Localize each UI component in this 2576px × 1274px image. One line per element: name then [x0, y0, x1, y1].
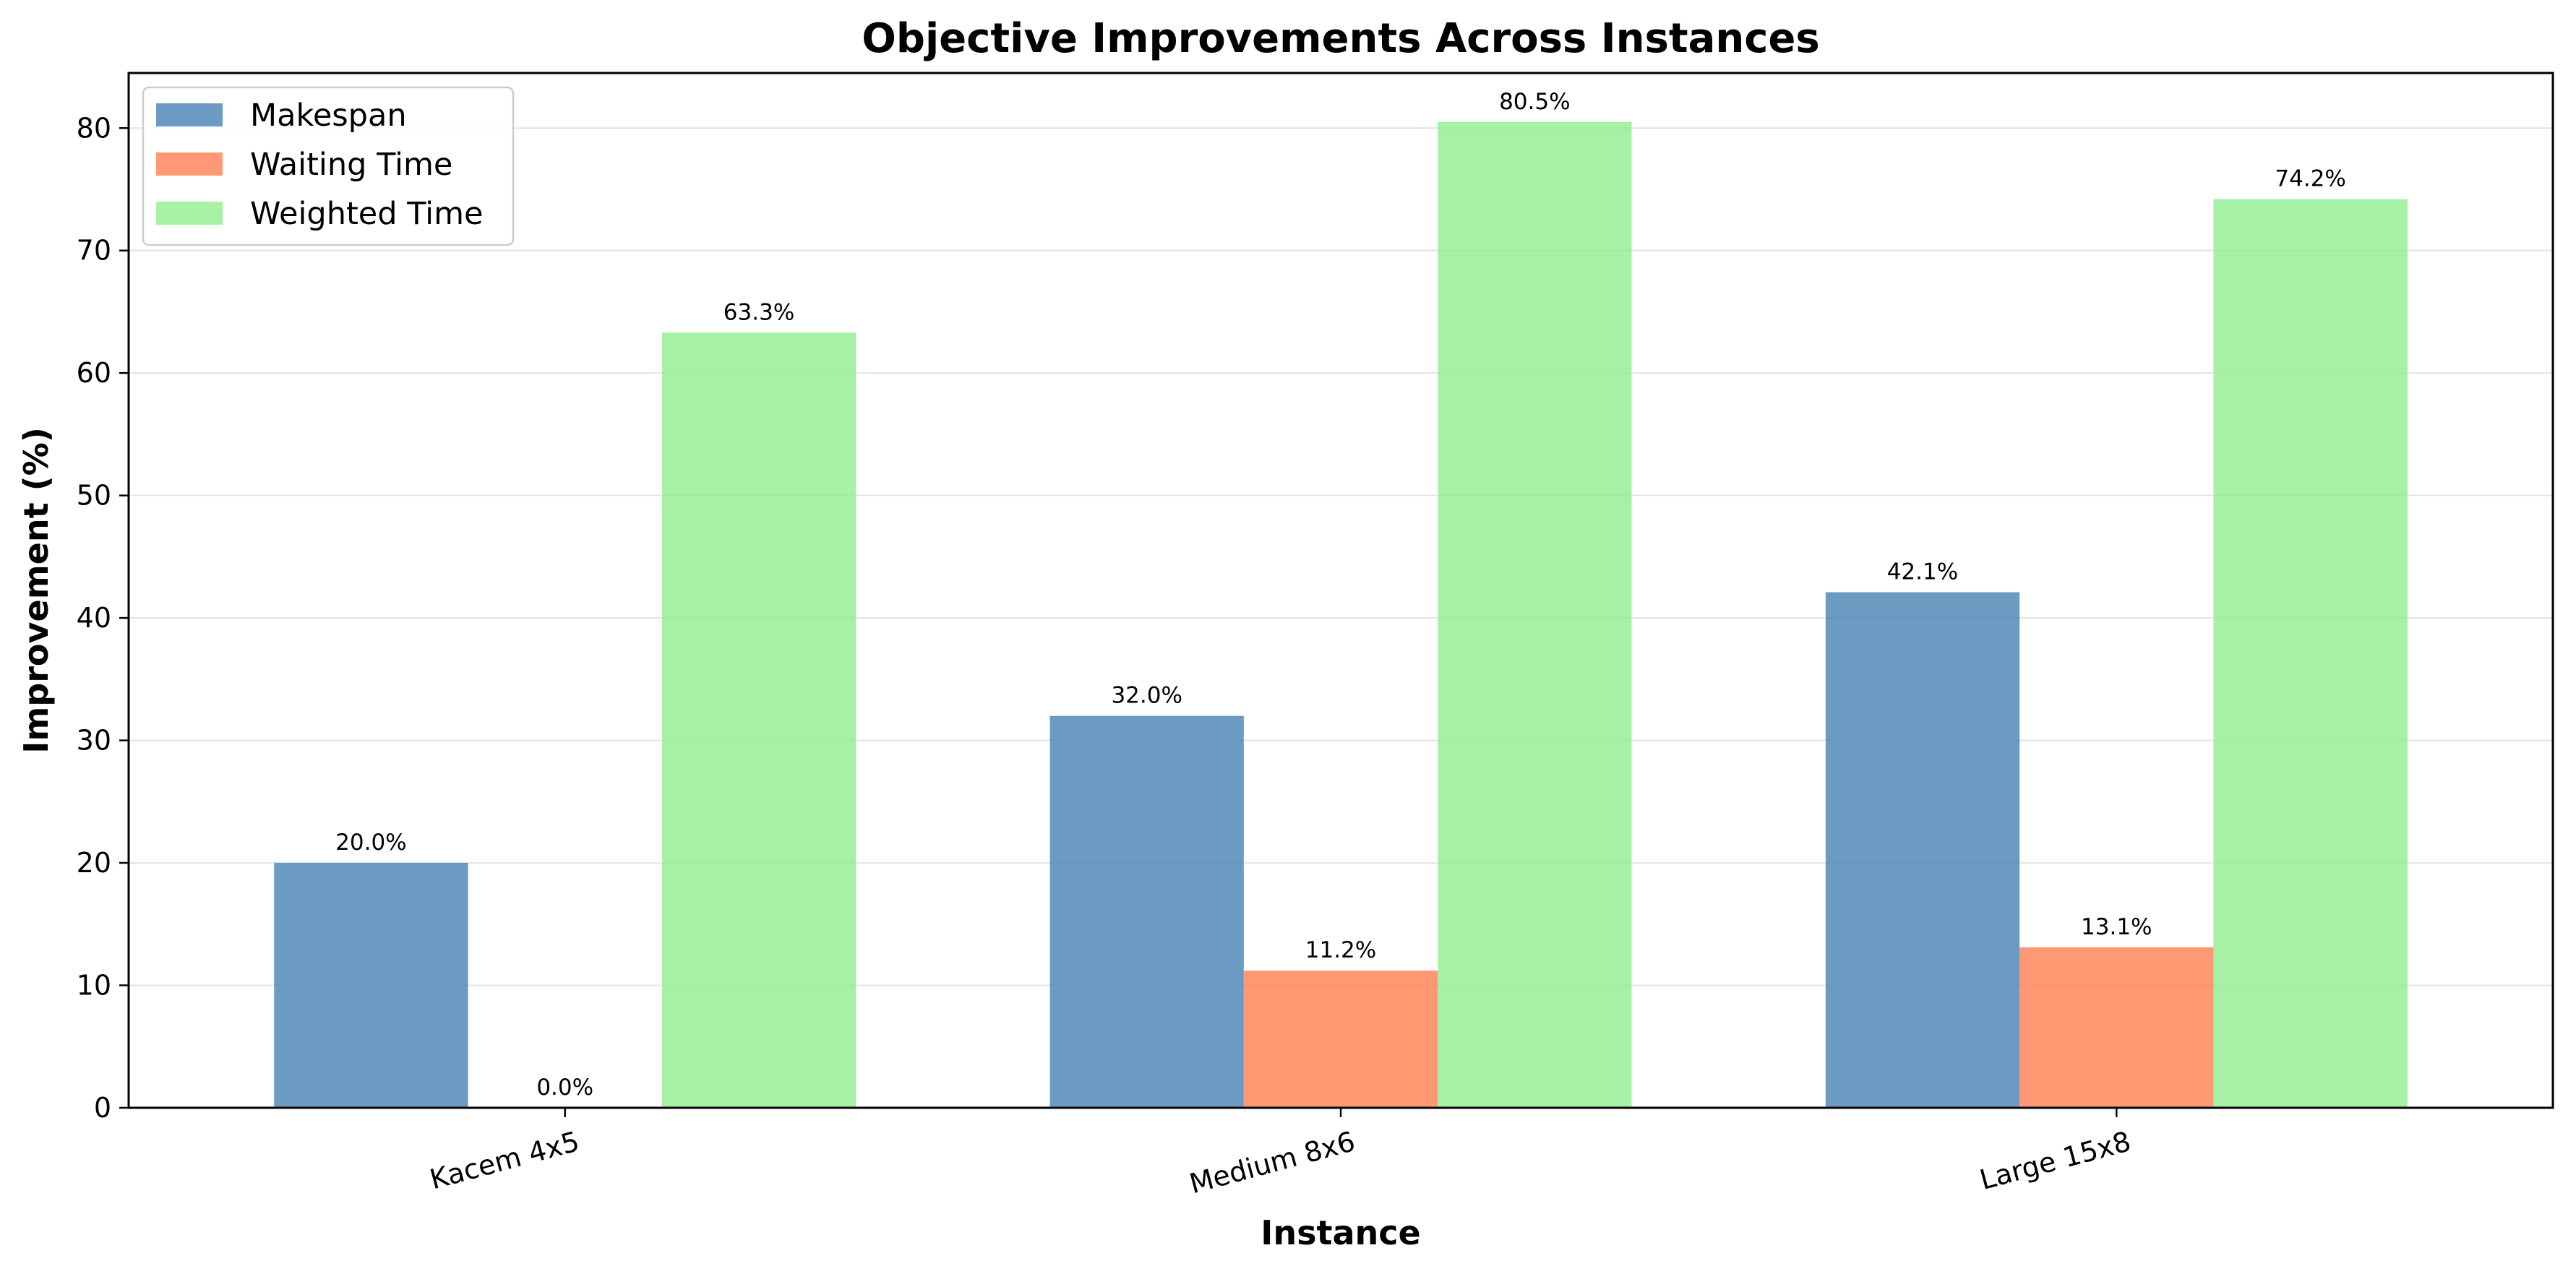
legend-swatch-waiting-time — [156, 152, 223, 176]
bar-weighted-time — [1438, 121, 1632, 1108]
bar-makespan — [274, 863, 468, 1108]
data-label-weighted-time: 80.5% — [1499, 89, 1570, 115]
y-tick-label: 50 — [77, 480, 111, 512]
bars — [274, 121, 2408, 1108]
y-axis-label: Improvement (%) — [17, 427, 56, 753]
y-tick-label: 30 — [77, 725, 111, 757]
y-tick-label: 60 — [77, 357, 111, 389]
grid-lines — [129, 127, 2553, 986]
data-label-weighted-time: 63.3% — [724, 299, 794, 325]
data-label-waiting-time: 11.2% — [1305, 937, 1376, 963]
data-label-waiting-time: 13.1% — [2081, 914, 2152, 940]
x-axis-label: Instance — [1261, 1213, 1421, 1252]
bar-makespan — [1825, 592, 2020, 1108]
y-axis-ticks: 0 10 20 30 40 50 60 70 80 — [77, 112, 129, 1124]
legend: Makespan Waiting Time Weighted Time — [142, 86, 515, 246]
legend-label-weighted-time: Weighted Time — [250, 196, 483, 232]
legend-swatch-weighted-time — [156, 202, 223, 225]
legend-label-waiting-time: Waiting Time — [250, 147, 452, 183]
y-tick-label: 0 — [94, 1092, 111, 1124]
bar-weighted-time — [2213, 199, 2408, 1108]
y-tick-label: 20 — [77, 847, 111, 879]
legend-frame — [142, 86, 515, 246]
legend-label-makespan: Makespan — [250, 98, 407, 134]
x-tick-label: Medium 8x6 — [1186, 1125, 1358, 1200]
bar-weighted-time — [661, 332, 856, 1108]
data-label-waiting-time: 0.0% — [536, 1075, 593, 1101]
data-label-makespan: 20.0% — [335, 830, 406, 856]
x-axis-ticks: Kacem 4x5 Medium 8x6 Large 15x8 — [426, 1108, 2134, 1200]
bar-waiting-time — [1243, 970, 1438, 1108]
data-label-weighted-time: 74.2% — [2275, 166, 2345, 192]
y-tick-label: 40 — [77, 602, 111, 634]
y-tick-label: 80 — [77, 112, 111, 144]
data-label-makespan: 42.1% — [1887, 559, 1958, 585]
y-tick-label: 70 — [77, 235, 111, 267]
y-tick-label: 10 — [77, 970, 111, 1002]
data-labels: 20.0% 32.0% 42.1% 0.0% 11.2% 13.1% 63.3% 80.5% 7… — [335, 89, 2346, 1101]
x-tick-label: Kacem 4x5 — [426, 1125, 583, 1195]
bar-waiting-time — [2019, 947, 2214, 1108]
bar-makespan — [1049, 715, 1244, 1108]
x-tick-label: Large 15x8 — [1976, 1125, 2134, 1196]
data-label-makespan: 32.0% — [1111, 683, 1182, 709]
legend-swatch-makespan — [156, 103, 223, 126]
chart-title: Objective Improvements Across Instances — [862, 15, 1819, 62]
